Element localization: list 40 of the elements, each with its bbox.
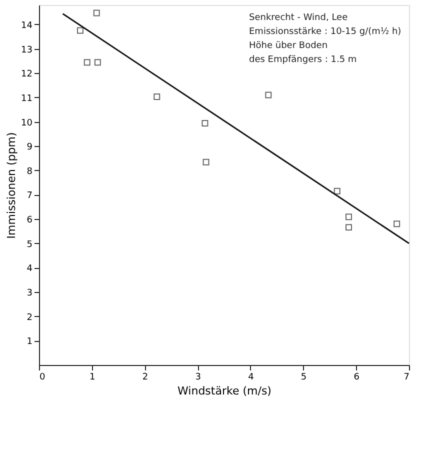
y-tick-label: 8 (26, 166, 33, 177)
x-tick-label: 5 (300, 372, 307, 382)
x-tick-label: 3 (195, 372, 201, 382)
y-tick-label: 3 (26, 288, 32, 299)
y-tick-label: 5 (26, 240, 32, 250)
x-axis-title: Windstärke (m/s) (178, 384, 272, 398)
point (84, 59, 90, 66)
y-tick-label: 12 (21, 70, 32, 80)
x-tick-label: 1 (89, 372, 96, 382)
y-axis-title: Immissionen (ppm) (5, 132, 18, 239)
point (202, 120, 208, 126)
annotation: Höhe über Boden (249, 41, 328, 51)
point (334, 188, 340, 194)
y-tick-label: 6 (26, 216, 33, 226)
x-tick-label: 6 (354, 372, 360, 382)
x-tick-label: 4 (248, 372, 254, 382)
point (265, 92, 272, 98)
annotation: des Empfängers : 1.5 m (249, 55, 357, 65)
x-tick-label: 0 (40, 372, 46, 382)
point (202, 158, 210, 166)
y-tick-label: 4 (26, 264, 33, 274)
annotation: Senkrecht - Wind, Lee (249, 13, 348, 23)
point (346, 224, 352, 231)
y-tick-label: 7 (26, 191, 32, 202)
x-tick-label: 7 (404, 372, 410, 382)
point (76, 27, 84, 34)
annotation: Emissionsstärke : 10-15 g/(m½ h) (249, 27, 402, 37)
y-tick-label: 10 (21, 118, 33, 128)
point (346, 214, 352, 220)
point (394, 220, 400, 228)
y-tick-label: 13 (21, 45, 32, 56)
y-tick-label: 2 (26, 312, 32, 323)
y-tick-label: 9 (26, 142, 33, 153)
y-tick-label: 11 (21, 94, 32, 104)
y-tick-label: 14 (21, 20, 33, 31)
y-tick-label: 1 (26, 337, 32, 348)
point (154, 93, 160, 100)
point (93, 10, 100, 16)
x-tick-label: 2 (142, 372, 148, 382)
point (94, 59, 101, 66)
